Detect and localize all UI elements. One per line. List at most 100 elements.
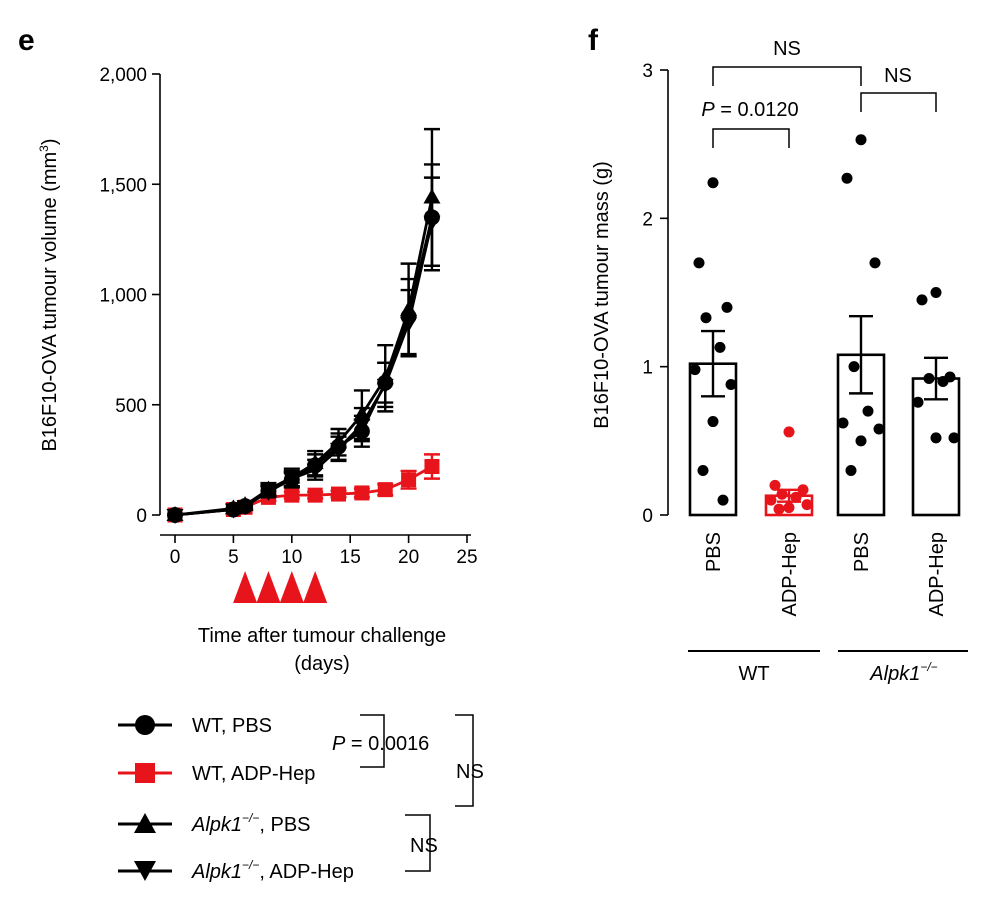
panel-f-bar-chart: 0 1 2 3 B16F10-OVA tumour mass (g) PBS ADP-H…	[591, 38, 968, 685]
data-point-triangle-down	[423, 215, 441, 231]
data-point	[869, 257, 881, 269]
data-point	[717, 494, 729, 506]
category-label: ADP-Hep	[926, 532, 948, 616]
data-point	[801, 499, 813, 511]
data-point-square	[377, 482, 393, 498]
data-point	[765, 494, 777, 506]
panel-e-x-tick-label: 20	[398, 547, 419, 568]
bar-group-1	[764, 426, 814, 517]
panel-f-y-tick-label: 3	[642, 61, 653, 82]
annotation-p-value: P = 0.0120	[701, 99, 798, 121]
panel-e-x-tick-label: 10	[281, 547, 302, 568]
panel-f-y-tick-label: 2	[642, 209, 653, 230]
data-point	[937, 376, 949, 387]
category-label: PBS	[703, 532, 725, 572]
legend-marker-square	[135, 763, 155, 783]
data-point	[845, 465, 857, 476]
data-point	[948, 432, 960, 444]
data-point-square	[307, 487, 323, 503]
data-point	[855, 134, 867, 146]
data-point	[689, 364, 701, 376]
treatment-triangle	[256, 571, 281, 603]
treatment-triangle	[233, 571, 258, 603]
legend-item-wt-pbs: WT, PBS	[118, 715, 272, 737]
legend-bracket-p	[360, 714, 385, 768]
panel-f-y-tick-label: 0	[642, 506, 653, 527]
legend-marker-triangle-up	[134, 813, 156, 833]
data-point	[916, 294, 928, 306]
data-point	[923, 373, 935, 385]
data-point	[855, 435, 867, 447]
panel-e-y-tick-label: 0	[136, 506, 147, 527]
bar-group-3	[911, 287, 961, 517]
series-2	[166, 127, 441, 521]
legend-ns-2: NS	[410, 835, 438, 857]
panel-e-y-tick-label: 500	[115, 396, 147, 417]
data-point	[783, 502, 795, 514]
data-point-triangle-down	[236, 500, 254, 516]
panel-f-y-tick-label: 1	[642, 358, 653, 379]
panel-e-ticks: 0 500 1,000 1,500 2,000 0 5 10 15 20 25	[99, 65, 477, 568]
panel-e-line-chart: 0 500 1,000 1,500 2,000 0 5 10 15 20 25 B16F10-OVA…	[37, 65, 478, 675]
panel-e-y-tick-label: 1,500	[99, 175, 147, 196]
panel-e-y-tick-label: 2,000	[99, 65, 147, 86]
bar-group-2	[836, 134, 886, 517]
panel-f-y-axis-label: B16F10-OVA tumour mass (g)	[591, 161, 613, 429]
data-point	[776, 488, 788, 500]
legend-marker-triangle-down	[134, 861, 156, 881]
data-point	[700, 312, 712, 324]
category-label: ADP-Hep	[779, 532, 801, 616]
data-point-square	[284, 487, 300, 503]
data-point	[912, 396, 924, 408]
panel-f-bars	[688, 134, 961, 517]
data-point	[862, 405, 874, 417]
panel-e-treatment-markers	[233, 571, 328, 603]
data-point	[783, 426, 795, 438]
series-line	[174, 197, 434, 517]
legend-bracket-ns1	[455, 714, 474, 807]
panel-f-ticks: 0 1 2 3	[642, 61, 668, 527]
data-point-triangle-down	[400, 317, 418, 333]
data-point-triangle-down	[283, 472, 301, 488]
data-point-triangle-down	[330, 442, 348, 458]
legend-ns-1: NS	[456, 761, 484, 783]
legend-label-alpk1-adp-hep: Alpk1−/−, ADP-Hep	[191, 858, 354, 883]
data-point	[930, 287, 942, 298]
panel-letter-e: e	[18, 24, 35, 57]
category-label: PBS	[851, 532, 873, 572]
legend-label-alpk1-pbs: Alpk1−/−, PBS	[191, 811, 311, 836]
data-point-square	[401, 472, 417, 488]
panel-f-category-labels: PBS ADP-Hep PBS ADP-Hep	[703, 532, 948, 616]
data-point-square	[331, 486, 347, 502]
treatment-triangle	[303, 571, 328, 603]
data-point	[837, 417, 849, 429]
panel-e-legend: WT, PBS WT, ADP-Hep Alpk1−/−, PBS Alpk1−…	[118, 714, 484, 883]
group-label-alpk1: Alpk1−/−	[869, 660, 937, 685]
bracket-p-value	[712, 128, 790, 148]
legend-item-alpk1-adp-hep: Alpk1−/−, ADP-Hep	[118, 858, 354, 883]
data-point-square	[354, 485, 370, 501]
panel-e-x-tick-label: 5	[228, 547, 239, 568]
data-point	[930, 432, 942, 444]
legend-item-wt-adp-hep: WT, ADP-Hep	[118, 763, 315, 785]
data-point-triangle-down	[353, 418, 371, 434]
annotation-ns-right: NS	[884, 65, 912, 87]
panel-e-series	[166, 127, 441, 524]
panel-e-y-axis-label: B16F10-OVA tumour volume (mm3)	[37, 138, 61, 451]
data-point-triangle-down	[259, 485, 277, 501]
data-point	[721, 301, 733, 313]
panel-e-x-tick-label: 15	[340, 547, 361, 568]
data-point	[697, 465, 709, 476]
data-point	[848, 361, 860, 373]
panel-e-x-axis-label-line2: (days)	[294, 653, 350, 675]
legend-marker-circle	[135, 715, 155, 735]
panel-e-x-tick-label: 25	[456, 547, 477, 568]
bar-group-0	[688, 177, 738, 517]
data-point	[707, 177, 719, 189]
data-point	[769, 479, 781, 491]
series-3	[166, 176, 441, 524]
bracket-ns-top	[712, 66, 862, 86]
legend-bracket-ns2	[405, 814, 431, 872]
data-point	[693, 257, 705, 269]
